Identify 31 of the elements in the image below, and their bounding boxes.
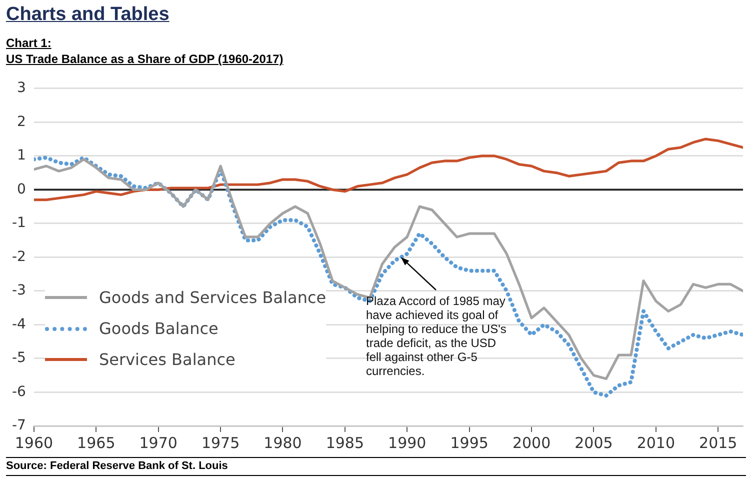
legend-label: Services Balance — [99, 350, 236, 369]
y-tick-label: 1 — [17, 148, 26, 164]
text: Charts and Tables — [6, 4, 170, 26]
chart-title: Chart 1: — [6, 36, 52, 50]
y-tick-label: -5 — [12, 350, 26, 366]
y-tick-label: -4 — [12, 316, 26, 332]
legend-label: Goods Balance — [99, 319, 218, 338]
x-tick-label: 2005 — [574, 434, 613, 452]
y-tick-label: -1 — [12, 215, 26, 232]
x-tick-label: 2015 — [699, 434, 738, 452]
x-tick-label: 1970 — [139, 434, 178, 452]
legend-label: Goods and Services Balance — [99, 288, 326, 307]
x-tick-label: 1980 — [264, 434, 302, 452]
x-tick-label: 1995 — [450, 434, 488, 452]
source-note: Source: Federal Reserve Bank of St. Louis — [6, 457, 746, 476]
y-tick-label: 0 — [17, 181, 26, 198]
y-tick-label: -7 — [12, 418, 26, 434]
annotation: Plaza Accord of 1985 may have achieved its goal of helping to reduce the US's trade deficit, as the USD fell against other G-5 currencies. — [366, 294, 508, 378]
y-tick-label: 2 — [17, 114, 26, 130]
x-tick-label: 2000 — [512, 434, 551, 452]
y-tick-label: 3 — [17, 80, 26, 96]
x-tick-label: 1985 — [326, 434, 364, 452]
x-tick-label: 1990 — [388, 434, 426, 452]
x-tick-label: 1965 — [77, 434, 116, 452]
x-tick-label: 1975 — [201, 434, 240, 452]
y-tick-label: -2 — [12, 248, 26, 265]
x-tick-label: 1960 — [14, 434, 54, 452]
chart-subtitle: US Trade Balance as a Share of GDP (1960-2017) — [6, 52, 284, 66]
y-tick-label: -6 — [12, 384, 26, 400]
y-tick-label: -3 — [12, 282, 26, 299]
x-tick-label: 2010 — [636, 434, 676, 452]
